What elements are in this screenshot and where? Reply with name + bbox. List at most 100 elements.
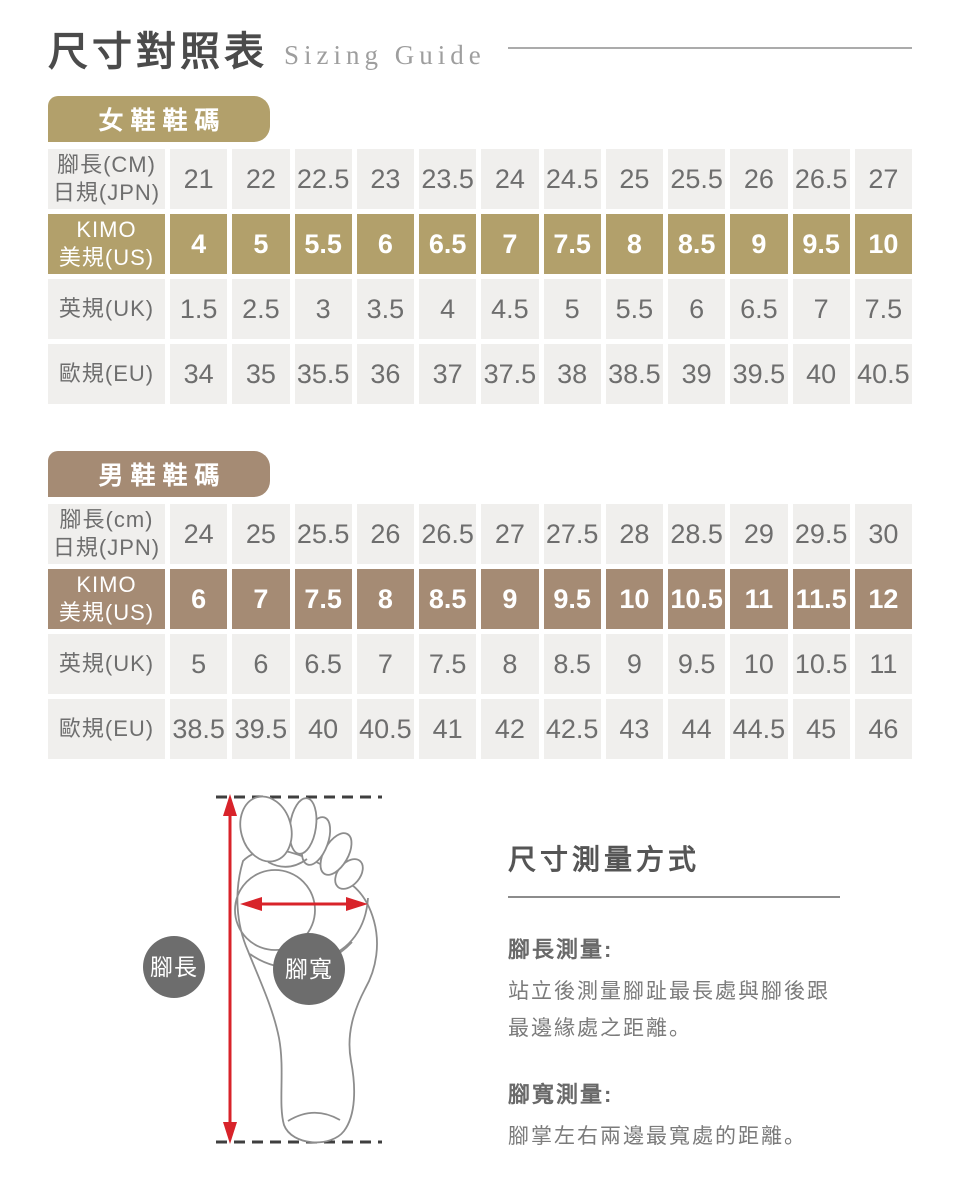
size-cell: 36 <box>356 344 414 404</box>
table-row: KIMO 美規(US) 4 5 5.5 6 6.5 7 7.5 8 8.5 9 9.5 10 <box>48 214 912 274</box>
size-cell: 38.5 <box>170 699 228 759</box>
size-cell: 22.5 <box>294 149 352 209</box>
size-cell: 9.5 <box>668 634 726 694</box>
row-label: 腳長(CM) 日規(JPN) <box>48 149 165 209</box>
men-size-table: 腳長(cm) 日規(JPN) 24 25 25.5 26 26.5 27 27.5 28 28.5… <box>43 499 917 764</box>
size-cell: 5 <box>543 279 601 339</box>
size-cell: 3.5 <box>356 279 414 339</box>
measurement-instructions: 尺寸測量方式 腳長測量: 站立後測量腳趾最長處與腳後跟 最邊緣處之距離。 腳寬測… <box>508 838 900 1185</box>
size-cell: 6.5 <box>730 279 788 339</box>
size-cell: 6.5 <box>419 214 477 274</box>
size-cell: 26 <box>356 504 414 564</box>
size-cell: 12 <box>854 569 912 629</box>
foot-measurement-diagram: 腳長 腳寬 <box>128 786 440 1170</box>
size-cell: 39.5 <box>730 344 788 404</box>
row-label: KIMO 美規(US) <box>48 569 165 629</box>
size-cell: 9 <box>605 634 663 694</box>
foot-diagram-svg: 腳長 腳寬 <box>143 794 382 1144</box>
size-cell: 8.5 <box>543 634 601 694</box>
size-cell: 11 <box>730 569 788 629</box>
size-cell: 8.5 <box>419 569 477 629</box>
size-cell: 6.5 <box>294 634 352 694</box>
size-cell: 23 <box>356 149 414 209</box>
size-cell: 37 <box>419 344 477 404</box>
size-cell: 28 <box>605 504 663 564</box>
row-label: 歐規(EU) <box>48 699 165 759</box>
size-cell: 7.5 <box>419 634 477 694</box>
size-cell: 9.5 <box>543 569 601 629</box>
size-cell: 23.5 <box>419 149 477 209</box>
width-instruction-block: 腳寬測量: 腳掌左右兩邊最寬處的距離。 <box>508 1077 900 1155</box>
size-cell: 21 <box>170 149 228 209</box>
size-cell: 22 <box>232 149 290 209</box>
size-cell: 40 <box>792 344 850 404</box>
size-cell: 8.5 <box>668 214 726 274</box>
size-cell: 35 <box>232 344 290 404</box>
size-cell: 26.5 <box>419 504 477 564</box>
size-cell: 6 <box>170 569 228 629</box>
size-cell: 6 <box>232 634 290 694</box>
width-instruction-body: 腳掌左右兩邊最寬處的距離。 <box>508 1125 807 1148</box>
table-row: 英規(UK) 5 6 6.5 7 7.5 8 8.5 9 9.5 10 10.5 11 <box>48 634 912 694</box>
size-cell: 4 <box>170 214 228 274</box>
size-cell: 3 <box>294 279 352 339</box>
size-cell: 42 <box>481 699 539 759</box>
size-cell: 26 <box>730 149 788 209</box>
table-row: 英規(UK) 1.5 2.5 3 3.5 4 4.5 5 5.5 6 6.5 7 7.5 <box>48 279 912 339</box>
size-cell: 4 <box>419 279 477 339</box>
table-row: 腳長(CM) 日規(JPN) 21 22 22.5 23 23.5 24 24.5 25 25.5… <box>48 149 912 209</box>
row-label: 英規(UK) <box>48 279 165 339</box>
size-cell: 34 <box>170 344 228 404</box>
row-label: 腳長(cm) 日規(JPN) <box>48 504 165 564</box>
size-cell: 24.5 <box>543 149 601 209</box>
size-cell: 10 <box>730 634 788 694</box>
size-cell: 7.5 <box>543 214 601 274</box>
size-cell: 35.5 <box>294 344 352 404</box>
size-cell: 11.5 <box>792 569 850 629</box>
size-cell: 5.5 <box>605 279 663 339</box>
length-arrow <box>223 794 237 1144</box>
size-cell: 9 <box>481 569 539 629</box>
women-size-table: 腳長(CM) 日規(JPN) 21 22 22.5 23 23.5 24 24.5 25 25.5… <box>43 144 917 409</box>
size-cell: 38.5 <box>605 344 663 404</box>
size-cell: 43 <box>605 699 663 759</box>
size-cell: 40 <box>294 699 352 759</box>
row-label: 歐規(EU) <box>48 344 165 404</box>
size-cell: 30 <box>854 504 912 564</box>
length-instruction-body: 站立後測量腳趾最長處與腳後跟 最邊緣處之距離。 <box>508 980 830 1040</box>
size-cell: 37.5 <box>481 344 539 404</box>
size-cell: 7 <box>481 214 539 274</box>
size-cell: 5 <box>170 634 228 694</box>
size-cell: 10.5 <box>668 569 726 629</box>
size-cell: 11 <box>854 634 912 694</box>
size-cell: 25.5 <box>668 149 726 209</box>
men-table-tab: 男鞋鞋碼 <box>48 451 270 497</box>
foot-width-badge: 腳寬 <box>273 933 345 1005</box>
size-cell: 10 <box>854 214 912 274</box>
page-subtitle: Sizing Guide <box>284 39 486 70</box>
size-cell: 7 <box>232 569 290 629</box>
size-cell: 25 <box>605 149 663 209</box>
table-row: KIMO 美規(US) 6 7 7.5 8 8.5 9 9.5 10 10.5 11 11.5 12 <box>48 569 912 629</box>
size-cell: 5 <box>232 214 290 274</box>
measurement-heading: 尺寸測量方式 <box>508 844 701 875</box>
size-cell: 27 <box>481 504 539 564</box>
size-cell: 25.5 <box>294 504 352 564</box>
page-title: 尺寸對照表 <box>48 29 268 74</box>
size-cell: 41 <box>419 699 477 759</box>
size-cell: 9 <box>730 214 788 274</box>
size-cell: 1.5 <box>170 279 228 339</box>
size-cell: 7.5 <box>294 569 352 629</box>
size-cell: 7 <box>356 634 414 694</box>
size-cell: 44.5 <box>730 699 788 759</box>
size-cell: 28.5 <box>668 504 726 564</box>
size-cell: 5.5 <box>294 214 352 274</box>
size-cell: 26.5 <box>792 149 850 209</box>
size-cell: 46 <box>854 699 912 759</box>
size-cell: 29 <box>730 504 788 564</box>
size-cell: 10.5 <box>792 634 850 694</box>
foot-outline-drawing <box>234 795 378 1144</box>
size-cell: 27 <box>854 149 912 209</box>
size-cell: 39 <box>668 344 726 404</box>
width-instruction-title: 腳寬測量: <box>508 1082 614 1107</box>
